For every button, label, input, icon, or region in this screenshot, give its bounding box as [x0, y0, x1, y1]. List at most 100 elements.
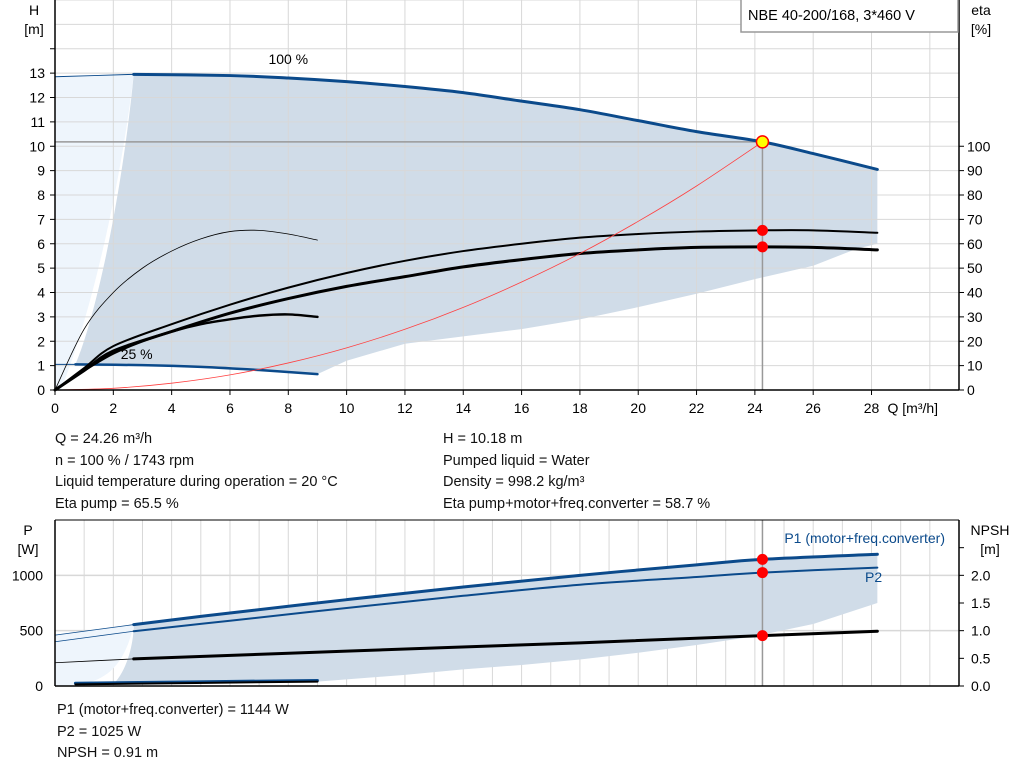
p1-value: P1 (motor+freq.converter) = 1144 W	[57, 702, 289, 718]
y-axis-label: H	[29, 2, 39, 18]
curve-h-100-ext	[54, 73, 135, 78]
curve-p2-ext	[54, 630, 135, 643]
duty-point-eta-pump	[756, 224, 768, 236]
y2-tick-label: 20	[967, 333, 983, 349]
curve-eta-total-25	[53, 313, 319, 392]
duty-point-npsh	[756, 630, 768, 642]
legend-text: NBE 40-200/168, 3*460 V	[748, 8, 915, 24]
power-info: P1 (motor+freq.converter) = 1144 W P2 = …	[57, 700, 289, 765]
y2-tick-label: 10	[967, 358, 983, 374]
x-tick-label: 4	[168, 400, 176, 416]
y2-axis-unit: [%]	[971, 21, 991, 37]
temperature-value: Liquid temperature during operation = 20…	[55, 474, 338, 490]
npsh-value: NPSH = 0.91 m	[57, 745, 159, 761]
curve-eta-pump-100	[54, 229, 879, 391]
y-tick-label: 2	[37, 333, 45, 349]
duty-point-eta-total	[756, 241, 768, 253]
y2-tick-label: 70	[967, 211, 983, 227]
p-tick-label: 0	[35, 678, 43, 694]
curve-p1-ext	[54, 624, 135, 636]
x-tick-label: 6	[226, 400, 234, 416]
duty-point-p1	[756, 553, 768, 565]
y-tick-label: 10	[29, 138, 45, 154]
y2-tick-label: 30	[967, 309, 983, 325]
allowed-region-light	[55, 74, 134, 390]
curve-npsh	[132, 629, 879, 661]
x-tick-label: 8	[284, 400, 292, 416]
curve-eta-pump-25	[54, 229, 318, 391]
curve-p2	[132, 566, 879, 633]
p2-curve-label: P2	[865, 569, 882, 585]
head-value: H = 10.18 m	[443, 431, 523, 447]
x-tick-label: 0	[51, 400, 59, 416]
y2-tick-label: 90	[967, 163, 983, 179]
y2-tick-label: 100	[967, 138, 991, 154]
y2-tick-label: 40	[967, 285, 983, 301]
x-tick-label: 24	[747, 400, 763, 416]
x-tick-label: 18	[572, 400, 588, 416]
y2-tick-label: 60	[967, 236, 983, 252]
y-tick-label: 5	[37, 260, 45, 276]
x-tick-label: 14	[455, 400, 471, 416]
speed-value: n = 100 % / 1743 rpm	[55, 452, 195, 469]
curve-system-curve	[54, 141, 763, 391]
npsh-axis-label: NPSH	[971, 522, 1010, 538]
y-tick-label: 9	[37, 163, 45, 179]
curve-p1	[132, 552, 879, 627]
density-value: Density = 998.2 kg/m³	[443, 474, 585, 490]
eta-pump-value: Eta pump = 65.5 %	[55, 495, 179, 512]
allowed-region-light	[55, 624, 134, 686]
npsh-tick-label: 0.5	[971, 650, 991, 666]
duty-info-right: H = 10.18 m Pumped liquid = Water Densit…	[443, 429, 710, 515]
npsh-tick-label: 1.5	[971, 595, 991, 611]
x-tick-label: 16	[514, 400, 530, 416]
allowed-region	[75, 74, 878, 375]
duty-info-left: Q = 24.26 m³/h n = 100 % / 1743 rpm Liqu…	[55, 429, 338, 515]
x-tick-label: 12	[397, 400, 413, 416]
curve-speed-label: 25 %	[121, 346, 153, 362]
y-tick-label: 8	[37, 187, 45, 203]
x-axis-label: Q [m³/h]	[888, 400, 939, 416]
x-tick-label: 22	[689, 400, 705, 416]
npsh-tick-label: 2.0	[971, 567, 991, 583]
p-axis-label: P	[23, 522, 32, 538]
y-tick-label: 1	[37, 358, 45, 374]
y-tick-label: 3	[37, 309, 45, 325]
p-tick-label: 500	[20, 623, 44, 639]
curve-speed-label: 100 %	[268, 51, 308, 67]
y-tick-label: 0	[37, 382, 45, 398]
p2-value: P2 = 1025 W	[57, 723, 142, 740]
curve-npsh-ext	[54, 658, 135, 664]
flow-value: Q = 24.26 m³/h	[55, 431, 153, 447]
y2-tick-label: 80	[967, 187, 983, 203]
y-tick-label: 7	[37, 211, 45, 227]
x-tick-label: 28	[864, 400, 880, 416]
liquid-value: Pumped liquid = Water	[443, 452, 590, 469]
y2-axis-label: eta	[971, 2, 991, 18]
legend-box	[740, 0, 959, 33]
y2-tick-label: 0	[967, 382, 975, 398]
duty-point-head	[755, 135, 770, 149]
y-tick-label: 12	[29, 90, 45, 106]
p-axis-unit: [W]	[18, 541, 39, 557]
npsh-tick-label: 0.0	[971, 678, 991, 694]
npsh-axis-unit: [m]	[980, 541, 999, 557]
y2-tick-label: 50	[967, 260, 983, 276]
x-tick-label: 26	[805, 400, 821, 416]
curve-p1-25	[73, 678, 319, 685]
x-tick-label: 2	[109, 400, 117, 416]
y-tick-label: 11	[30, 114, 45, 130]
eta-total-value: Eta pump+motor+freq.converter = 58.7 %	[443, 495, 711, 512]
x-tick-label: 10	[339, 400, 355, 416]
x-tick-label: 20	[630, 400, 646, 416]
duty-point-p2	[756, 567, 768, 579]
npsh-tick-label: 1.0	[971, 623, 991, 639]
p1-curve-label: P1 (motor+freq.converter)	[784, 530, 945, 546]
y-tick-label: 4	[37, 285, 45, 301]
y-tick-label: 6	[37, 236, 45, 252]
y-tick-label: 13	[29, 65, 45, 81]
p-tick-label: 1000	[12, 567, 43, 583]
curve-p2-25	[74, 680, 319, 686]
